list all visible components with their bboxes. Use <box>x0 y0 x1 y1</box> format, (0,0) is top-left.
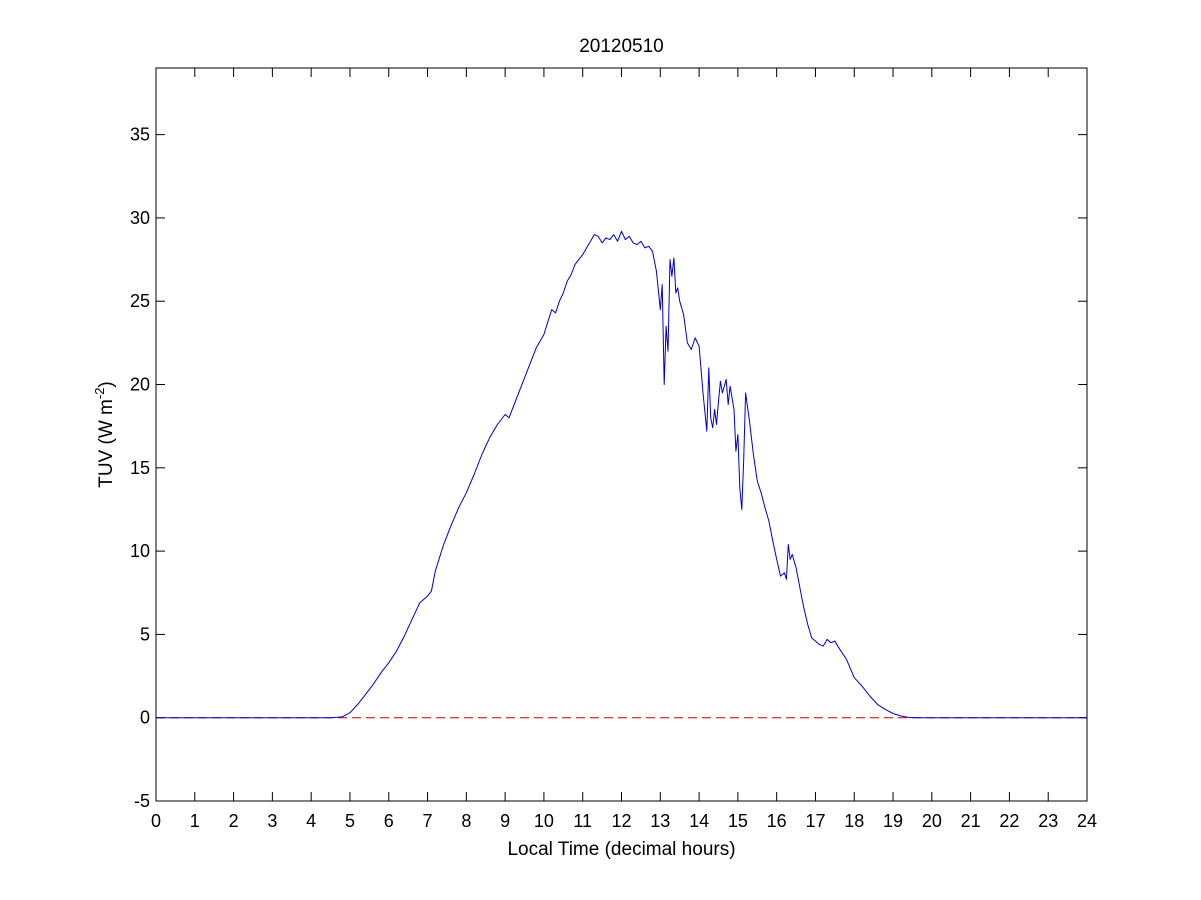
y-tick-labels: -5 0 5 10 15 20 25 30 35 <box>130 125 150 811</box>
tuv-series-line <box>156 230 1087 719</box>
x-tick-label: 9 <box>500 811 510 831</box>
x-tick-label: 6 <box>384 811 394 831</box>
x-tick-label: 8 <box>461 811 471 831</box>
x-tick-label: 17 <box>805 811 825 831</box>
x-tick-label: 1 <box>190 811 200 831</box>
x-axis-title: Local Time (decimal hours) <box>507 839 735 860</box>
y-tick-label: -5 <box>134 791 150 811</box>
y-tick-label: 15 <box>130 458 150 478</box>
chart-title: 20120510 <box>579 36 664 57</box>
x-tick-label: 22 <box>999 811 1019 831</box>
y-tick-label: 35 <box>130 125 150 145</box>
axis-ticks <box>155 68 1088 802</box>
x-tick-label: 19 <box>883 811 903 831</box>
x-tick-label: 7 <box>423 811 433 831</box>
x-tick-label: 4 <box>306 811 316 831</box>
x-tick-label: 21 <box>961 811 981 831</box>
y-tick-label: 20 <box>130 375 150 395</box>
y-axis-title: TUV (W m-2) <box>92 381 117 488</box>
x-tick-label: 24 <box>1077 811 1097 831</box>
x-tick-label: 16 <box>767 811 787 831</box>
y-tick-label: 25 <box>130 291 150 311</box>
y-tick-label: 10 <box>130 541 150 561</box>
plot-area-frame <box>155 67 1088 802</box>
x-tick-label: 12 <box>611 811 631 831</box>
x-tick-label: 2 <box>229 811 239 831</box>
x-tick-label: 3 <box>267 811 277 831</box>
y-tick-label: 0 <box>140 708 150 728</box>
x-tick-label: 14 <box>689 811 709 831</box>
x-tick-label: 23 <box>1038 811 1058 831</box>
y-axis-title-close: ) <box>96 381 117 387</box>
y-axis-title-exponent: -2 <box>92 388 107 400</box>
x-tick-label: 11 <box>573 811 592 831</box>
x-tick-label: 10 <box>534 811 554 831</box>
x-tick-label: 13 <box>650 811 670 831</box>
x-tick-label: 20 <box>922 811 942 831</box>
y-axis-title-main: TUV (W m <box>96 399 117 488</box>
y-tick-label: 5 <box>140 624 150 644</box>
x-tick-label: 15 <box>728 811 748 831</box>
y-tick-label: 30 <box>130 208 150 228</box>
x-tick-label: 5 <box>345 811 355 831</box>
x-tick-labels: 0 1 2 3 4 5 6 7 8 9 10 11 12 13 14 15 16 17 18 19 20 21 22 23 24 <box>151 811 1097 831</box>
x-tick-label: 0 <box>151 811 161 831</box>
x-tick-label: 18 <box>844 811 864 831</box>
series-layer <box>156 230 1087 719</box>
